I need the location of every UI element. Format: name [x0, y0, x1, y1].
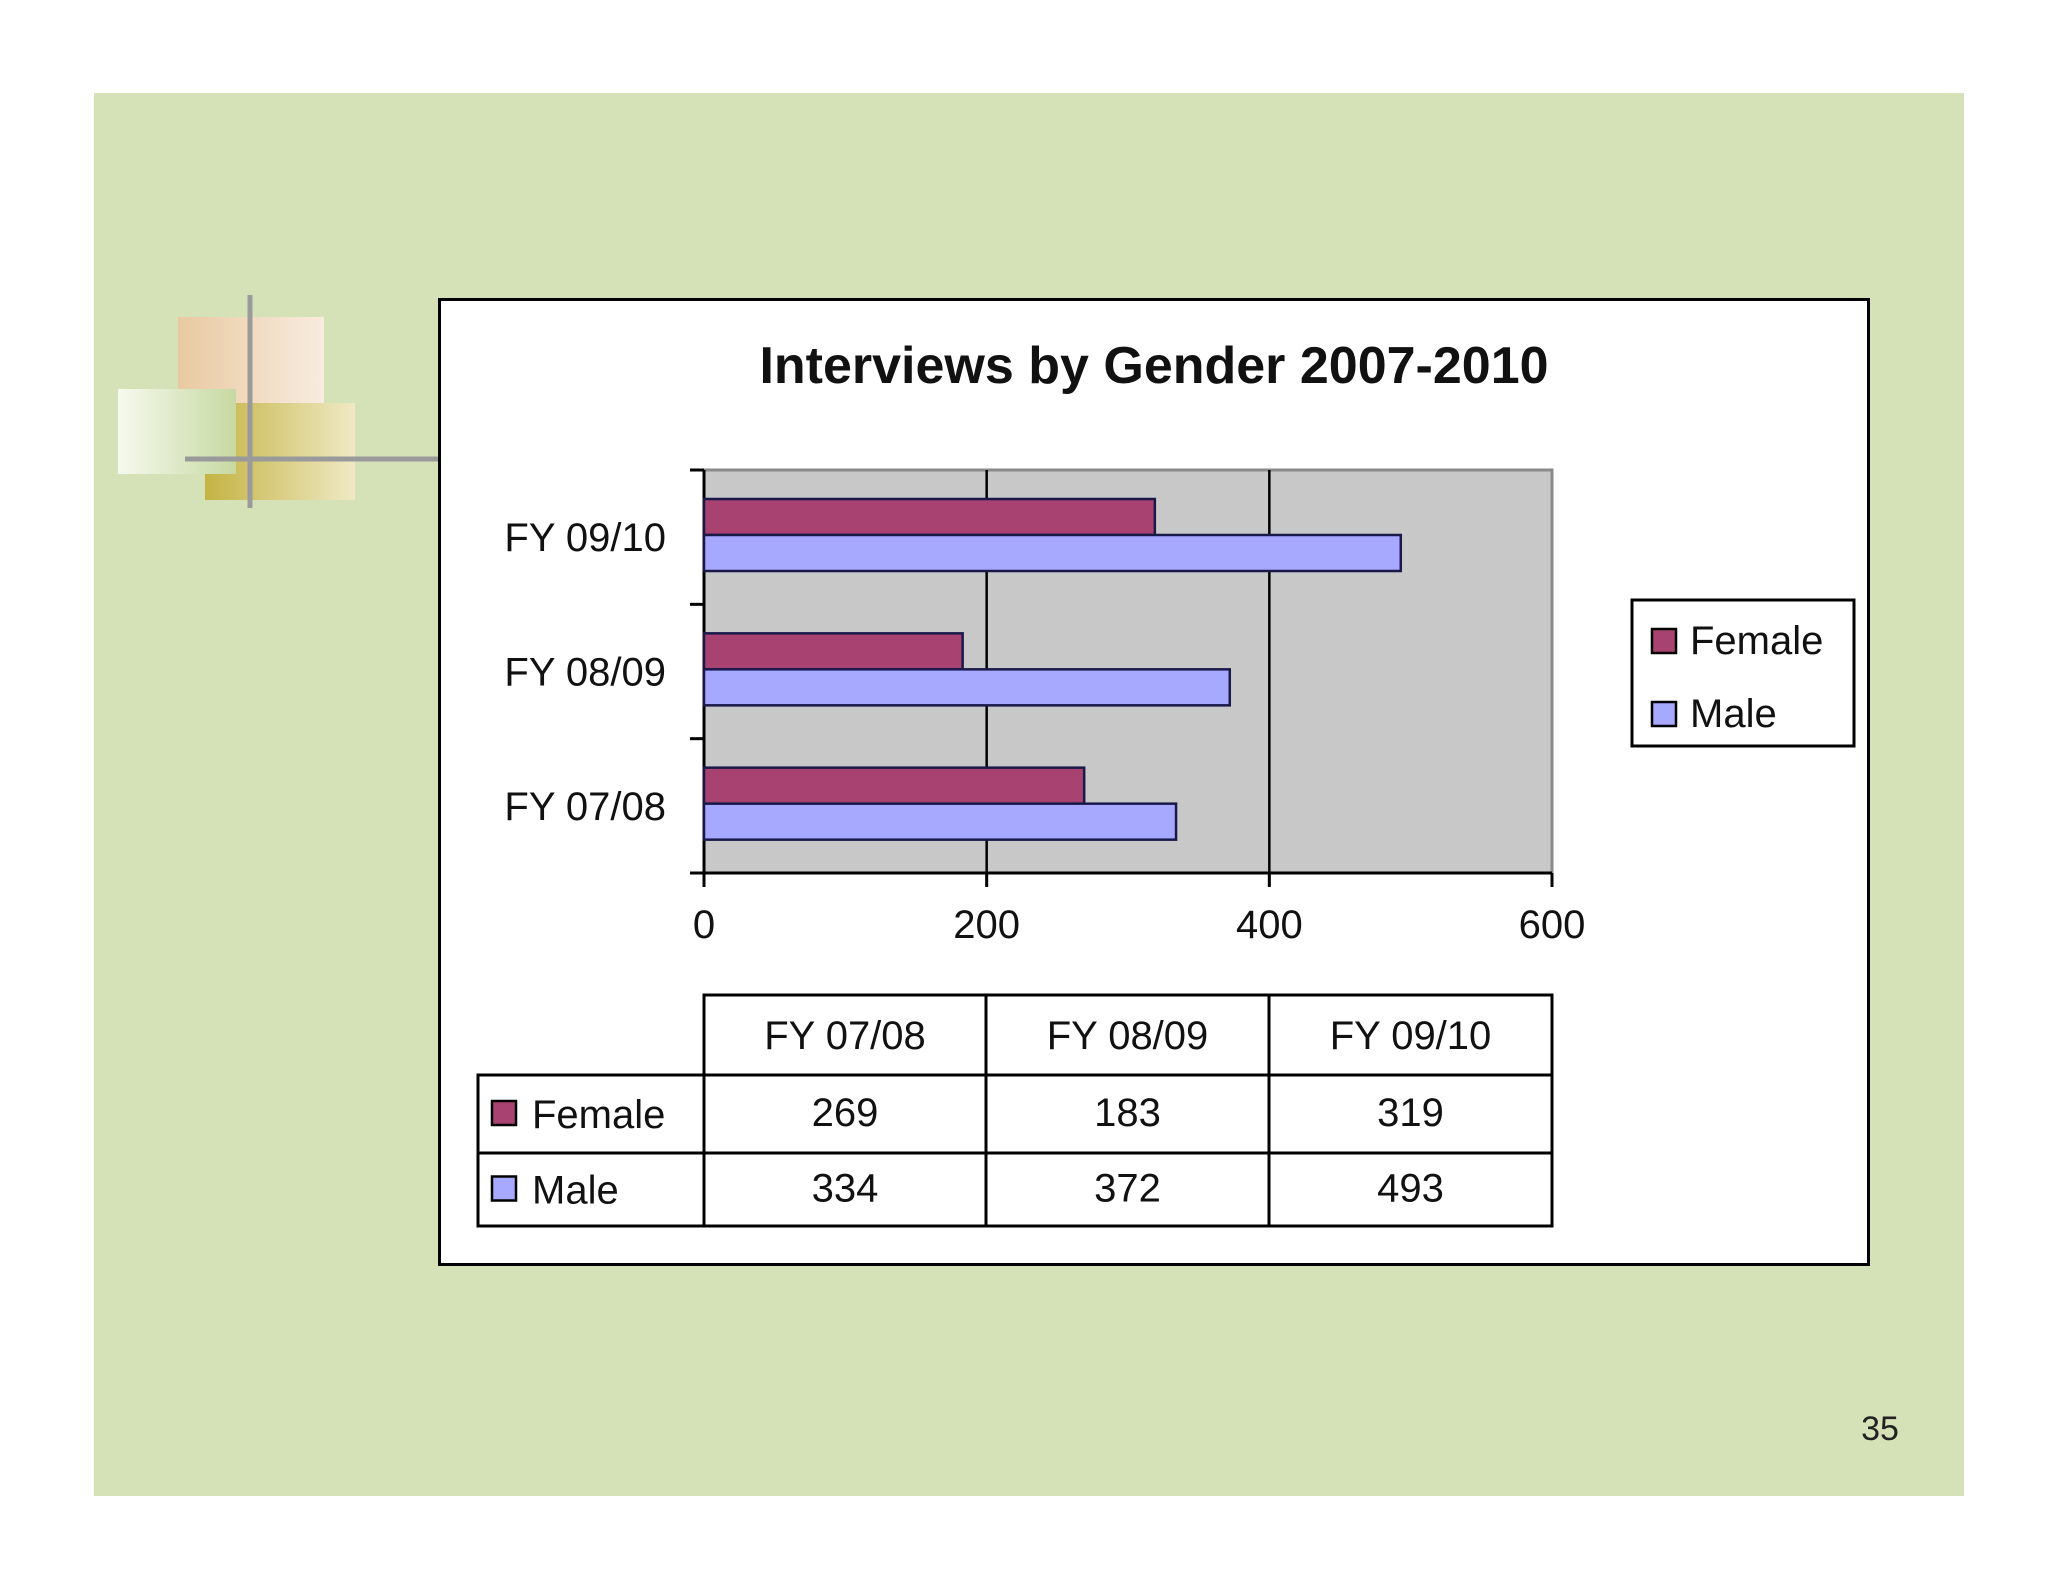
- legend-swatch-female: [1650, 627, 1678, 655]
- legend-label-male: Male: [1690, 692, 1777, 736]
- table-body-box: [476, 1073, 1554, 1228]
- table-cell: 269: [812, 1091, 879, 1135]
- legend-label-female: Female: [1690, 619, 1823, 663]
- x-tick-label: 400: [1236, 903, 1303, 947]
- chart-title: Interviews by Gender 2007-2010: [759, 337, 1549, 395]
- table-header-cell: FY 07/08: [764, 1014, 926, 1058]
- table-cell: 372: [1094, 1167, 1161, 1211]
- bar-male-fy-07-08: [702, 802, 1178, 841]
- table-header-cell: FY 08/09: [1047, 1014, 1209, 1058]
- category-label: FY 08/09: [504, 651, 666, 695]
- bar-female-fy-08-09: [702, 632, 964, 671]
- table-swatch-male: [490, 1175, 518, 1202]
- table-header-cell: FY 09/10: [1330, 1014, 1492, 1058]
- bar-female-fy-09-10: [702, 497, 1157, 537]
- bar-female-fy-07-08: [702, 766, 1086, 805]
- table-row-label: Female: [532, 1093, 665, 1137]
- table-swatch-female: [490, 1099, 518, 1127]
- table-row-label: Male: [532, 1169, 619, 1213]
- bar-male-fy-09-10: [702, 533, 1403, 573]
- x-tick-label: 0: [693, 903, 715, 947]
- table-cell: 334: [812, 1167, 879, 1211]
- table-cell: 183: [1094, 1091, 1161, 1135]
- category-label: FY 09/10: [504, 516, 666, 560]
- x-tick-label: 600: [1519, 903, 1586, 947]
- table-cell: 319: [1377, 1091, 1444, 1135]
- slide-number: 35: [1861, 1410, 1899, 1448]
- table-cell: 493: [1377, 1167, 1444, 1211]
- legend-swatch-male: [1650, 700, 1678, 728]
- bar-male-fy-08-09: [702, 668, 1232, 707]
- category-label: FY 07/08: [504, 785, 666, 829]
- x-tick-label: 200: [953, 903, 1020, 947]
